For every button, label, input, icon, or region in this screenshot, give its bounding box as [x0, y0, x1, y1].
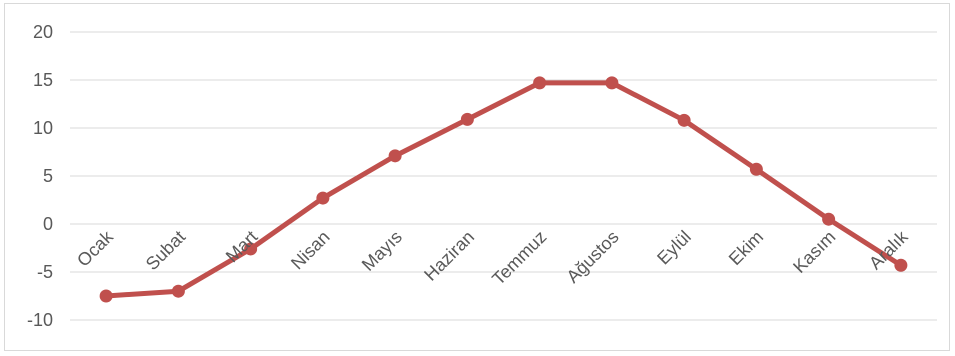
- series-layer: [99, 76, 908, 303]
- data-point: [822, 212, 836, 226]
- x-category-label: Mayıs: [358, 227, 406, 275]
- data-point: [605, 76, 619, 90]
- x-category-label: Temmuz: [488, 227, 550, 289]
- y-tick-label: -5: [37, 262, 53, 282]
- y-tick-label: 10: [33, 118, 53, 138]
- x-category-label: Ocak: [73, 226, 118, 271]
- x-category-label: Nisan: [287, 227, 334, 274]
- y-tick-label: 20: [33, 22, 53, 42]
- x-category-label: Subat: [142, 227, 189, 274]
- data-point: [749, 162, 763, 176]
- x-category-label: Ekim: [725, 227, 767, 269]
- data-point: [99, 289, 113, 303]
- data-point: [244, 242, 258, 256]
- x-category-label: Kasım: [789, 227, 839, 277]
- data-point: [171, 284, 185, 298]
- data-point: [316, 191, 330, 205]
- y-tick-label: -10: [27, 310, 53, 330]
- x-category-label: Ağustos: [563, 227, 623, 287]
- y-tick-label: 5: [43, 166, 53, 186]
- series-line: [103, 80, 904, 299]
- y-axis-ticks: -10 -5 0 5 10 15 20: [27, 22, 53, 330]
- data-point: [460, 112, 474, 126]
- x-category-label: Haziran: [420, 227, 478, 285]
- data-point: [533, 76, 547, 90]
- x-category-label: Eylül: [653, 227, 695, 269]
- data-point: [894, 258, 908, 272]
- y-tick-label: 0: [43, 214, 53, 234]
- data-point: [677, 113, 691, 127]
- y-tick-label: 15: [33, 70, 53, 90]
- data-point: [388, 149, 402, 163]
